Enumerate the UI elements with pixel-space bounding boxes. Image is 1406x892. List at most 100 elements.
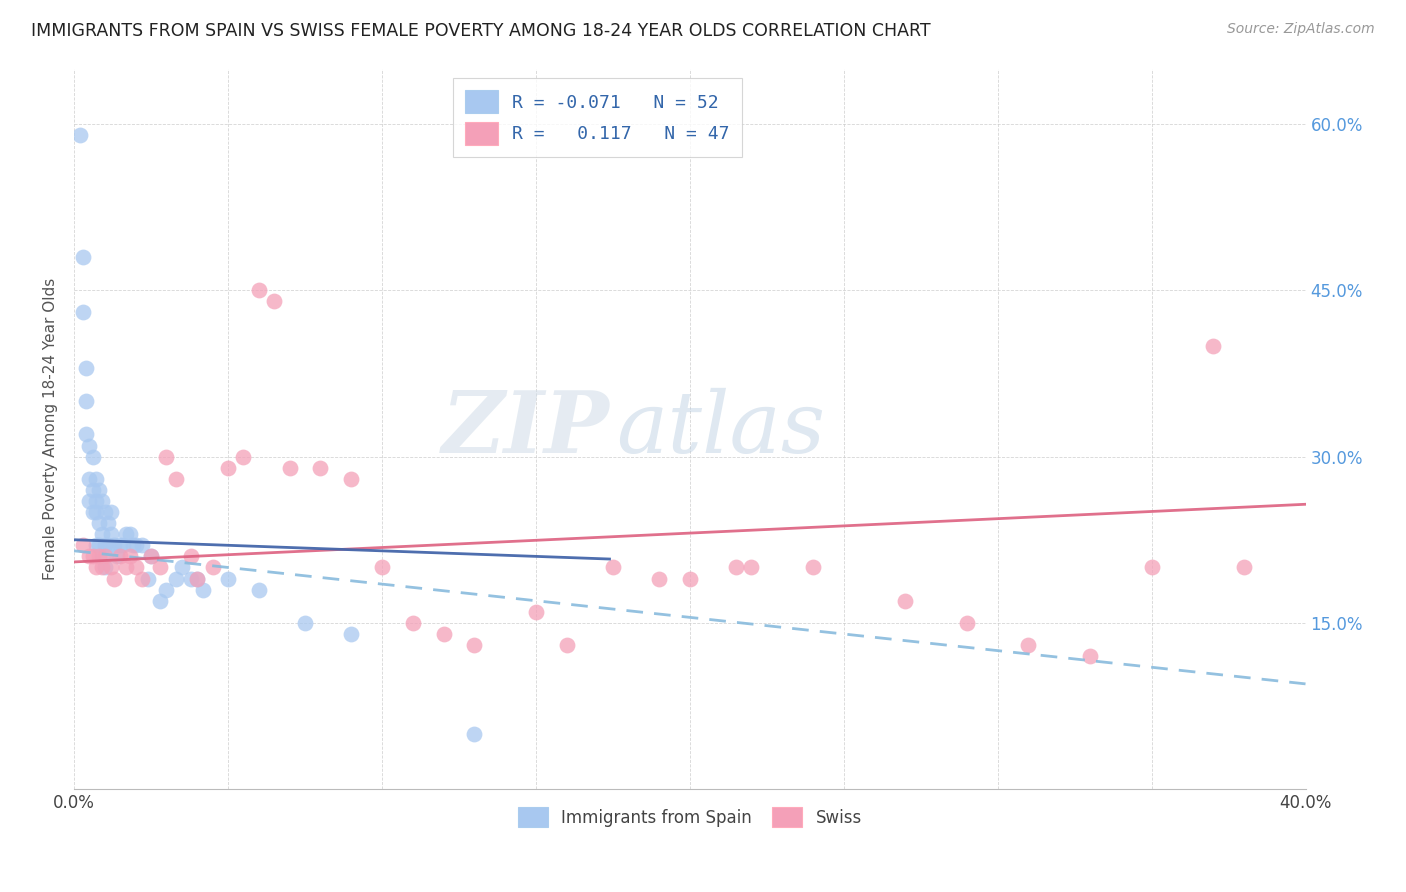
Point [79, 472, 101, 486]
Point [340, 627, 363, 641]
Point [170, 560, 193, 574]
Point [82, 483, 104, 497]
Point [84, 494, 107, 508]
Point [340, 472, 363, 486]
Point [740, 560, 762, 574]
Point [165, 472, 187, 486]
Point [1233, 560, 1256, 574]
Point [294, 615, 316, 630]
Point [94, 560, 117, 574]
Point [201, 560, 224, 574]
Point [263, 294, 285, 309]
Point [149, 593, 172, 607]
Point [648, 572, 671, 586]
Point [149, 560, 172, 574]
Point [118, 527, 141, 541]
Point [100, 505, 122, 519]
Text: ZIP: ZIP [441, 387, 610, 471]
Point [309, 460, 332, 475]
Point [97, 516, 120, 530]
Point [94, 505, 117, 519]
Point [84, 505, 107, 519]
Point [79, 549, 101, 564]
Point [956, 615, 979, 630]
Point [217, 572, 239, 586]
Point [72, 538, 94, 552]
Point [894, 593, 917, 607]
Point [87, 483, 110, 497]
Point [90, 560, 112, 574]
Point [524, 605, 547, 619]
Point [84, 560, 107, 574]
Point [247, 283, 270, 297]
Point [247, 582, 270, 597]
Point [555, 638, 578, 652]
Text: atlas: atlas [616, 387, 825, 470]
Point [139, 549, 162, 564]
Point [165, 572, 187, 586]
Point [193, 582, 215, 597]
Point [75, 394, 97, 409]
Point [115, 560, 138, 574]
Point [402, 615, 425, 630]
Point [115, 527, 138, 541]
Point [90, 527, 112, 541]
Y-axis label: Female Poverty Among 18-24 Year Olds: Female Poverty Among 18-24 Year Olds [44, 277, 58, 580]
Point [79, 438, 101, 452]
Point [110, 538, 132, 552]
Point [75, 427, 97, 442]
Point [232, 450, 254, 464]
Point [100, 527, 122, 541]
Point [1140, 560, 1163, 574]
Point [432, 627, 454, 641]
Point [90, 549, 112, 564]
Point [72, 305, 94, 319]
Point [139, 549, 162, 564]
Point [84, 472, 107, 486]
Point [82, 450, 104, 464]
Point [463, 638, 485, 652]
Point [371, 560, 394, 574]
Point [131, 572, 153, 586]
Point [1017, 638, 1039, 652]
Point [100, 560, 122, 574]
Point [79, 494, 101, 508]
Point [724, 560, 747, 574]
Point [801, 560, 824, 574]
Text: Source: ZipAtlas.com: Source: ZipAtlas.com [1227, 22, 1375, 37]
Point [112, 538, 135, 552]
Point [180, 549, 202, 564]
Point [87, 516, 110, 530]
Point [72, 250, 94, 264]
Point [94, 538, 117, 552]
Point [155, 582, 177, 597]
Point [186, 572, 208, 586]
Point [110, 549, 132, 564]
Point [131, 538, 153, 552]
Point [679, 572, 702, 586]
Point [124, 560, 146, 574]
Point [186, 572, 208, 586]
Point [69, 128, 91, 142]
Legend: Immigrants from Spain, Swiss: Immigrants from Spain, Swiss [509, 799, 870, 835]
Point [1078, 649, 1101, 664]
Point [155, 450, 177, 464]
Point [136, 572, 159, 586]
Point [121, 538, 143, 552]
Point [84, 538, 107, 552]
Point [463, 727, 485, 741]
Point [103, 538, 125, 552]
Point [118, 549, 141, 564]
Point [82, 505, 104, 519]
Point [103, 572, 125, 586]
Point [180, 572, 202, 586]
Point [75, 360, 97, 375]
Text: IMMIGRANTS FROM SPAIN VS SWISS FEMALE POVERTY AMONG 18-24 YEAR OLDS CORRELATION : IMMIGRANTS FROM SPAIN VS SWISS FEMALE PO… [31, 22, 931, 40]
Point [105, 549, 128, 564]
Point [90, 494, 112, 508]
Point [1202, 339, 1225, 353]
Point [278, 460, 301, 475]
Point [217, 460, 239, 475]
Point [87, 538, 110, 552]
Point [97, 538, 120, 552]
